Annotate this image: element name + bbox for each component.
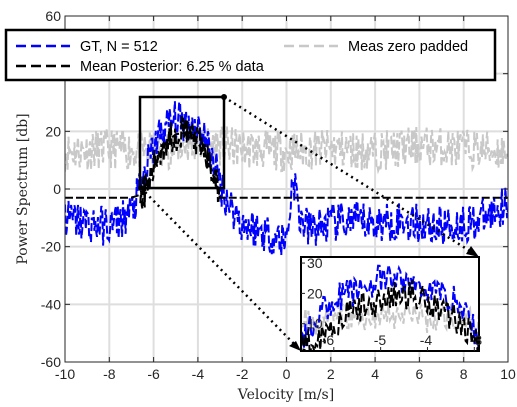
y-axis-label: Power Spectrum [db] [15, 113, 31, 264]
legend: GT, N = 512 Mean Posterior: 6.25 % data … [4, 28, 497, 82]
inset-x-tick-label: -3 [470, 332, 483, 348]
x-tick-label: -4 [192, 366, 205, 382]
y-tick-label: 20 [45, 123, 61, 139]
x-tick-label: 6 [416, 366, 424, 382]
x-tick-label: -6 [147, 366, 160, 382]
zoom-arrowhead-bottom [289, 341, 301, 351]
x-tick-label: 10 [500, 366, 516, 382]
y-tick-label: 60 [45, 8, 61, 24]
x-tick-label: 4 [371, 366, 379, 382]
zoom-arrowhead-top [466, 246, 479, 257]
inset-y-tick-label: 10 [307, 316, 323, 332]
y-tick-label: -60 [41, 354, 61, 370]
x-tick-label: -2 [236, 366, 249, 382]
zoom-inset: 10 20 30 -6 -5 -4 -3 [300, 255, 482, 352]
series-line-posterior-peak [139, 115, 221, 210]
zoom-connector-bottom [140, 187, 301, 351]
inset-frame [300, 256, 480, 352]
y-tick-label: -40 [41, 296, 61, 312]
y-tick-label: -20 [41, 239, 61, 255]
inset-x-tick-label: -6 [322, 332, 335, 348]
zoom-corner-marker-top [221, 94, 227, 100]
series-line-posterior [65, 131, 508, 199]
inset-series-layer [301, 264, 479, 351]
y-tick-label: 0 [53, 181, 61, 197]
zoom-rectangle [138, 95, 226, 190]
x-tick-label: 8 [460, 366, 468, 382]
series-line-gt [65, 99, 508, 256]
legend-box [4, 28, 497, 82]
x-tick-label: -8 [103, 366, 116, 382]
x-tick-label: 2 [327, 366, 335, 382]
x-tick-label: -10 [55, 366, 75, 382]
zoom-corner-marker-bottom [138, 185, 144, 191]
inset-series-line-gt [301, 264, 479, 351]
x-tick-label: 0 [283, 366, 291, 382]
legend-label-gt: GT, N = 512 [80, 39, 158, 55]
legend-label-posterior: Mean Posterior: 6.25 % data [80, 59, 265, 75]
inset-tick-layer: 10 20 30 -6 -5 -4 -3 [301, 255, 482, 351]
inset-x-tick-label: -5 [374, 332, 387, 348]
inset-y-tick-label: 20 [307, 285, 323, 301]
inset-y-tick-label: 30 [307, 255, 323, 271]
inset-x-tick-label: -4 [420, 332, 433, 348]
zoom-connector-top [223, 95, 479, 258]
x-axis-label: Velocity [m/s] [237, 387, 334, 403]
legend-label-measured: Meas zero padded [348, 39, 468, 55]
inset-series-line-posterior [301, 279, 479, 351]
